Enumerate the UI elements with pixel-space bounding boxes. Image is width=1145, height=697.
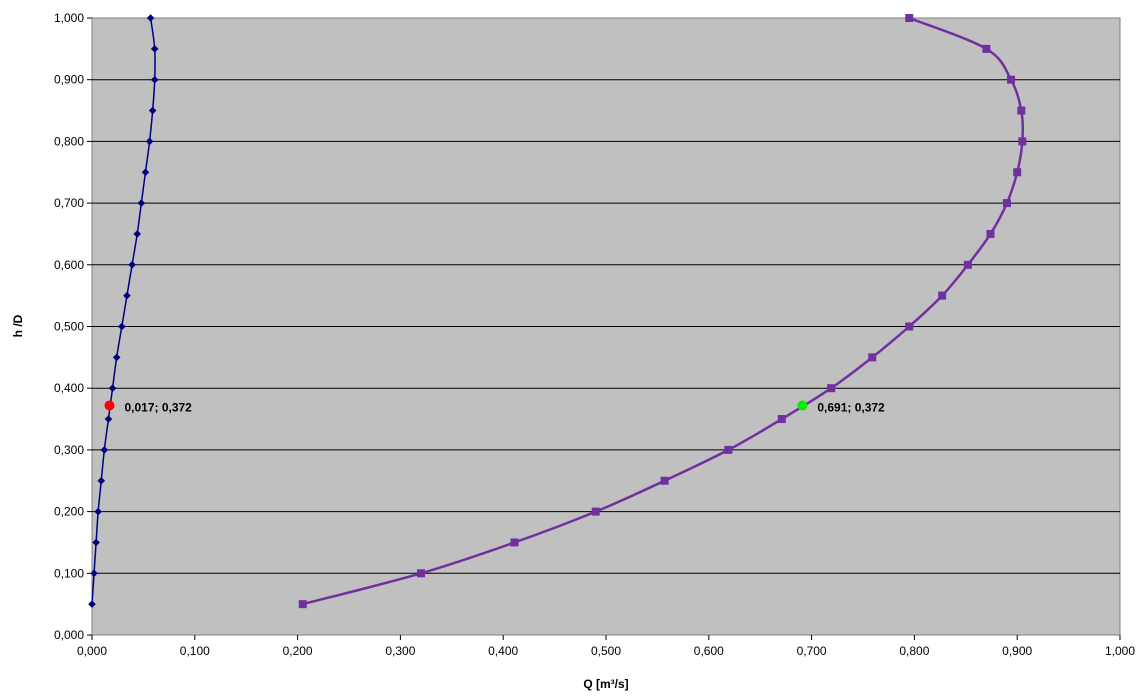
gridlines (92, 79, 1120, 574)
x-tick-label: 0,200 (283, 644, 313, 658)
x-axis-ticks: 0,000 0,100 0,200 0,300 0,400 0,500 0,600 0,700… (77, 635, 1135, 658)
x-tick-label: 0,300 (385, 644, 415, 658)
data-point (827, 384, 836, 393)
data-point (724, 445, 733, 454)
y-tick-label: 0,900 (54, 73, 84, 87)
series-group (88, 14, 1027, 609)
data-point (1007, 75, 1016, 84)
data-point (982, 44, 991, 53)
x-axis-label: Q [m³/s] (583, 677, 628, 691)
data-point (100, 446, 109, 454)
x-tick-label: 0,100 (180, 644, 210, 658)
y-tick-label: 0,600 (54, 258, 84, 272)
data-point (938, 291, 947, 300)
y-tick-label: 0,800 (54, 134, 84, 148)
y-tick-label: 0,100 (54, 566, 84, 580)
x-tick-label: 0,600 (694, 644, 724, 658)
data-point (1018, 137, 1027, 146)
data-point (591, 507, 600, 516)
x-tick-label: 0,900 (1002, 644, 1032, 658)
highlight-label: 0,017; 0,372 (124, 400, 192, 414)
y-tick-label: 0,000 (54, 628, 84, 642)
data-point (416, 569, 425, 578)
y-axis-label: h /D (11, 314, 25, 337)
data-point (90, 569, 98, 578)
data-point (118, 322, 126, 331)
data-point (92, 538, 100, 547)
data-point (146, 14, 155, 22)
data-point (905, 322, 914, 331)
highlight-point (797, 400, 808, 411)
data-point (128, 261, 136, 269)
y-axis-ticks: 0,000 0,100 0,200 0,300 0,400 0,500 0,600 0,700… (54, 11, 92, 642)
data-point (905, 14, 914, 22)
data-point (104, 415, 113, 423)
data-point (150, 75, 159, 84)
y-tick-label: 0,300 (54, 443, 84, 457)
data-point (141, 168, 150, 177)
data-point (145, 137, 154, 146)
data-point (868, 353, 877, 362)
data-point (963, 260, 972, 269)
data-point (1013, 168, 1022, 177)
data-point (986, 229, 995, 238)
x-tick-label: 0,500 (591, 644, 621, 658)
x-tick-label: 1,000 (1105, 644, 1135, 658)
y-tick-label: 0,500 (54, 320, 84, 334)
data-point (97, 476, 106, 485)
x-tick-label: 0,700 (797, 644, 827, 658)
data-point (660, 476, 669, 485)
data-point (88, 600, 96, 608)
x-tick-label: 0,400 (488, 644, 518, 658)
data-point (510, 538, 519, 547)
data-point (298, 600, 307, 609)
data-point (1017, 106, 1026, 115)
y-tick-label: 0,200 (54, 505, 84, 519)
highlight-label: 0,691; 0,372 (817, 400, 885, 414)
y-tick-label: 1,000 (54, 11, 84, 25)
data-point (150, 45, 159, 53)
x-tick-label: 0,000 (77, 644, 107, 658)
data-point (108, 384, 117, 392)
data-point (94, 507, 102, 516)
data-point (137, 199, 146, 207)
highlight-point (104, 400, 115, 411)
data-point (133, 230, 142, 238)
y-tick-label: 0,400 (54, 381, 84, 395)
x-tick-label: 0,800 (899, 644, 929, 658)
data-point (1002, 199, 1011, 208)
y-tick-label: 0,700 (54, 196, 84, 210)
highlight-points: 0,017; 0,372 0,691; 0,372 (104, 400, 885, 414)
data-point (112, 353, 121, 362)
data-point (148, 106, 157, 115)
data-point (777, 415, 786, 424)
data-point (123, 291, 131, 300)
